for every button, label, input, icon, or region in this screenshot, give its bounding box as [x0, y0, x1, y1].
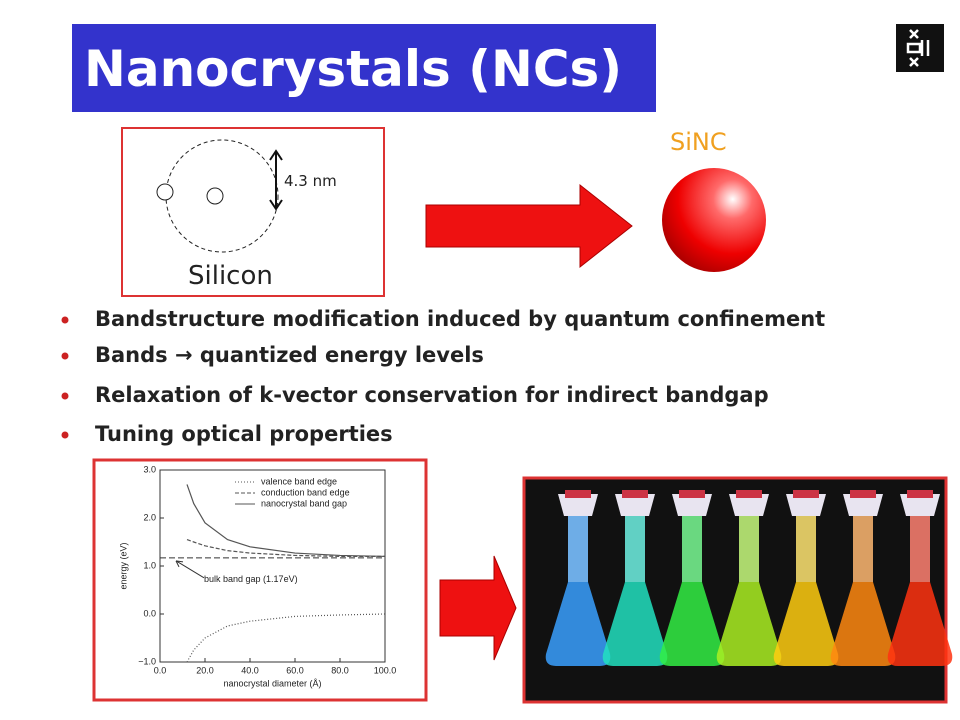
x-axis-label: nanocrystal diameter (Å): [223, 678, 321, 688]
reference-label: bulk band gap (1.17eV): [204, 574, 298, 584]
legend-label: valence band edge: [261, 476, 337, 486]
vial-cap: [729, 494, 769, 516]
vials-photo: [522, 476, 953, 704]
x-tick-label: 60.0: [286, 665, 304, 675]
vial-cap: [786, 494, 826, 516]
bullet-dot: [61, 352, 69, 360]
x-tick-label: 100.0: [374, 665, 397, 675]
vial-cap: [558, 494, 598, 516]
x-tick-label: 80.0: [331, 665, 349, 675]
y-tick-label: 3.0: [143, 464, 156, 474]
vial-top: [565, 490, 591, 498]
vial-cap: [900, 494, 940, 516]
arrow: [425, 183, 633, 269]
vial-neck: [796, 512, 816, 582]
vial: [545, 512, 611, 666]
vial-cap: [672, 494, 712, 516]
title: Nanocrystals (NCs): [84, 40, 622, 98]
bullet-dot: [61, 316, 69, 324]
vial-cap: [843, 494, 883, 516]
atom: [206, 187, 224, 205]
legend-label: conduction band edge: [261, 487, 350, 497]
vial-top: [622, 490, 648, 498]
bullet-dot: [61, 431, 69, 439]
vial-top: [907, 490, 933, 498]
y-tick-label: 1.0: [143, 560, 156, 570]
y-axis-label: energy (eV): [118, 542, 128, 589]
material-label: Silicon: [188, 261, 273, 291]
nanocrystal-sphere: [662, 168, 766, 272]
vial-top: [736, 490, 762, 498]
vial: [602, 512, 668, 666]
title-box: [72, 24, 656, 112]
vial-top: [793, 490, 819, 498]
vial-neck: [682, 512, 702, 582]
series-line: [186, 539, 385, 557]
size-label: 4.3 nm: [284, 172, 337, 190]
x-tick-label: 20.0: [196, 665, 214, 675]
vial-top: [679, 490, 705, 498]
bullet-dot: [61, 392, 69, 400]
bullet-text: Tuning optical properties: [95, 422, 393, 446]
size-arrow: [269, 149, 283, 211]
silicon-box: [121, 127, 385, 297]
chart-frame: [92, 458, 428, 702]
bullet-list: Bandstructure modification induced by qu…: [61, 307, 825, 446]
vial-neck: [568, 512, 588, 582]
vial: [830, 512, 896, 666]
y-tick-label: −1.0: [138, 656, 156, 666]
legend-label: nanocrystal band gap: [261, 498, 347, 508]
vial-neck: [739, 512, 759, 582]
vial-neck: [853, 512, 873, 582]
vial-top: [850, 490, 876, 498]
bullet-text: Bands → quantized energy levels: [95, 343, 484, 367]
vial-cap: [615, 494, 655, 516]
arrow: [439, 555, 517, 661]
x-tick-label: 40.0: [241, 665, 259, 675]
annotation-arrow: [175, 560, 205, 579]
logo: [896, 24, 944, 72]
vial: [887, 512, 953, 666]
vial: [716, 512, 782, 666]
y-tick-label: 0.0: [143, 608, 156, 618]
chart: 0.0 20.0 40.0 60.0 80.0 100.0−1.00.01.02.03.0…: [118, 464, 396, 688]
vial-neck: [910, 512, 930, 582]
y-tick-label: 2.0: [143, 512, 156, 522]
bullet-text: Bandstructure modification induced by qu…: [95, 307, 825, 331]
product-label: SiNC: [670, 128, 727, 156]
series-line: [186, 484, 386, 557]
x-tick-label: 0.0: [154, 665, 167, 675]
vial: [659, 512, 725, 666]
vial: [773, 512, 839, 666]
atom: [156, 183, 174, 201]
vial-neck: [625, 512, 645, 582]
bullet-text: Relaxation of k-vector conservation for …: [95, 383, 769, 407]
